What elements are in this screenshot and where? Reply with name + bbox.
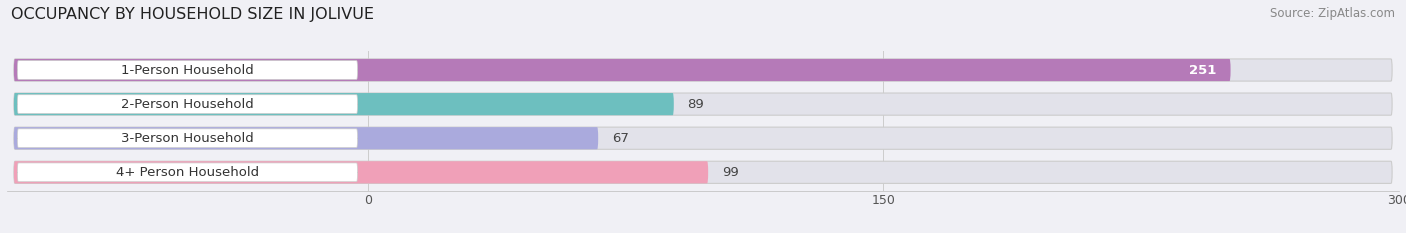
- FancyBboxPatch shape: [17, 129, 357, 147]
- Text: 89: 89: [688, 98, 704, 111]
- FancyBboxPatch shape: [14, 93, 1392, 115]
- FancyBboxPatch shape: [17, 163, 357, 182]
- FancyBboxPatch shape: [14, 161, 1392, 183]
- FancyBboxPatch shape: [17, 95, 357, 113]
- Text: 2-Person Household: 2-Person Household: [121, 98, 254, 111]
- FancyBboxPatch shape: [17, 61, 357, 79]
- Text: 99: 99: [721, 166, 738, 179]
- Text: 1-Person Household: 1-Person Household: [121, 64, 254, 76]
- Text: OCCUPANCY BY HOUSEHOLD SIZE IN JOLIVUE: OCCUPANCY BY HOUSEHOLD SIZE IN JOLIVUE: [11, 7, 374, 22]
- FancyBboxPatch shape: [14, 93, 673, 115]
- FancyBboxPatch shape: [14, 127, 598, 149]
- Text: 67: 67: [612, 132, 628, 145]
- Text: 251: 251: [1189, 64, 1216, 76]
- FancyBboxPatch shape: [14, 161, 709, 183]
- FancyBboxPatch shape: [14, 59, 1392, 81]
- Text: 3-Person Household: 3-Person Household: [121, 132, 254, 145]
- FancyBboxPatch shape: [14, 59, 1230, 81]
- FancyBboxPatch shape: [14, 127, 1392, 149]
- Text: 4+ Person Household: 4+ Person Household: [115, 166, 259, 179]
- Text: Source: ZipAtlas.com: Source: ZipAtlas.com: [1270, 7, 1395, 20]
